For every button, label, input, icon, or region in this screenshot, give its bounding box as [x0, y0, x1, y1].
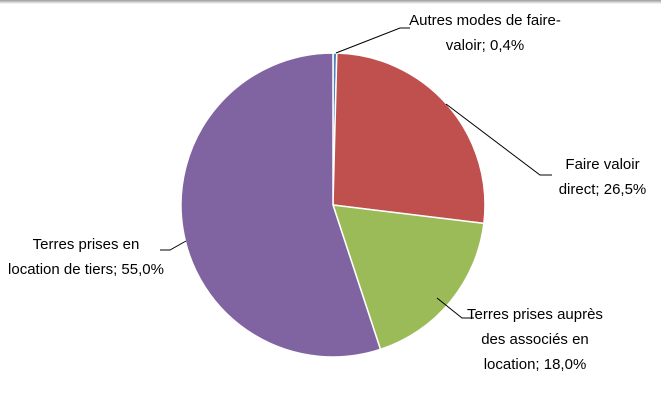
label-value: 55,0% — [121, 261, 164, 278]
label-category: Autres modes de faire-valoir — [409, 12, 561, 54]
label-category: Terres prises en location de tiers — [8, 236, 140, 278]
data-label: Faire valoir direct; 26,5% — [545, 152, 660, 202]
data-label: Terres prises auprès des associés en loc… — [460, 302, 610, 377]
label-separator: ; — [595, 181, 600, 198]
leader-line — [436, 297, 474, 319]
leader-line — [335, 27, 410, 54]
label-value: 26,5% — [603, 181, 647, 198]
leader-line — [160, 240, 187, 251]
label-separator: ; — [481, 37, 486, 54]
data-label: Autres modes de faire-valoir; 0,4% — [395, 8, 575, 58]
pie-slice — [180, 52, 382, 358]
pie-slice — [331, 204, 485, 351]
label-category: Terres prises auprès des associés en loc… — [467, 306, 603, 373]
pie-slice — [332, 52, 486, 225]
label-value: 0,4% — [490, 37, 525, 54]
leader-line — [445, 103, 552, 176]
data-label: Terres prises en location de tiers; 55,0… — [5, 232, 167, 282]
label-value: 18,0% — [543, 356, 587, 373]
window-edge — [0, 0, 661, 4]
label-category: Faire valoir direct — [558, 156, 640, 198]
label-separator: ; — [535, 356, 540, 373]
label-separator: ; — [113, 261, 118, 278]
